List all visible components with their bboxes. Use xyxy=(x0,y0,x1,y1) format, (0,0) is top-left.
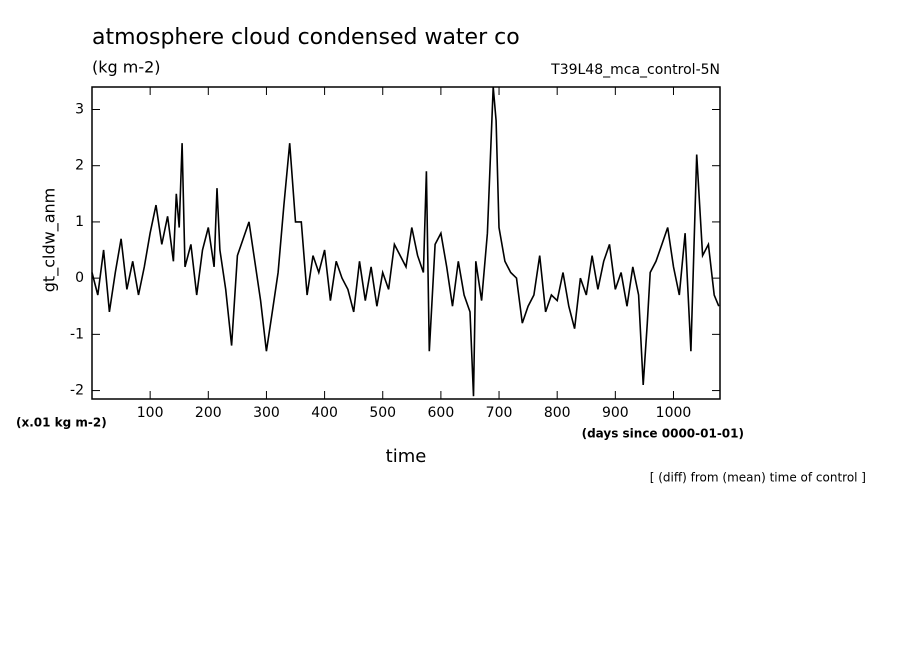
y-tick-label: 1 xyxy=(75,214,84,230)
footnote: [ (diff) from (mean) time of control ] xyxy=(650,471,866,485)
y-unit-note: (x.01 kg m-2) xyxy=(16,416,107,430)
run-label: T39L48_mca_control-5N xyxy=(550,62,720,78)
y-tick-label: 3 xyxy=(75,101,84,117)
y-tick-label: -1 xyxy=(70,326,84,342)
x-tick-label: 600 xyxy=(428,405,455,421)
x-tick-label: 400 xyxy=(311,405,338,421)
x-tick-label: 800 xyxy=(544,405,571,421)
x-tick-label: 300 xyxy=(253,405,280,421)
chart-title: atmosphere cloud condensed water co xyxy=(92,25,520,50)
plot-frame xyxy=(91,86,721,400)
y-axis-label: gt_cldw_anm xyxy=(40,188,60,292)
y-tick-label: 0 xyxy=(75,270,84,286)
x-tick-label: 1000 xyxy=(656,405,692,421)
x-axis-label: time xyxy=(386,446,427,467)
x-tick-label: 700 xyxy=(486,405,513,421)
y-tick-label: -2 xyxy=(70,383,84,399)
x-tick-label: 500 xyxy=(369,405,396,421)
x-unit-note: (days since 0000-01-01) xyxy=(582,427,744,441)
x-tick-label: 200 xyxy=(195,405,222,421)
x-tick-label: 900 xyxy=(602,405,629,421)
y-tick-label: 2 xyxy=(75,158,84,174)
x-tick-label: 100 xyxy=(137,405,164,421)
data-line xyxy=(91,86,720,397)
chart-subtitle: (kg m-2) xyxy=(92,58,161,77)
